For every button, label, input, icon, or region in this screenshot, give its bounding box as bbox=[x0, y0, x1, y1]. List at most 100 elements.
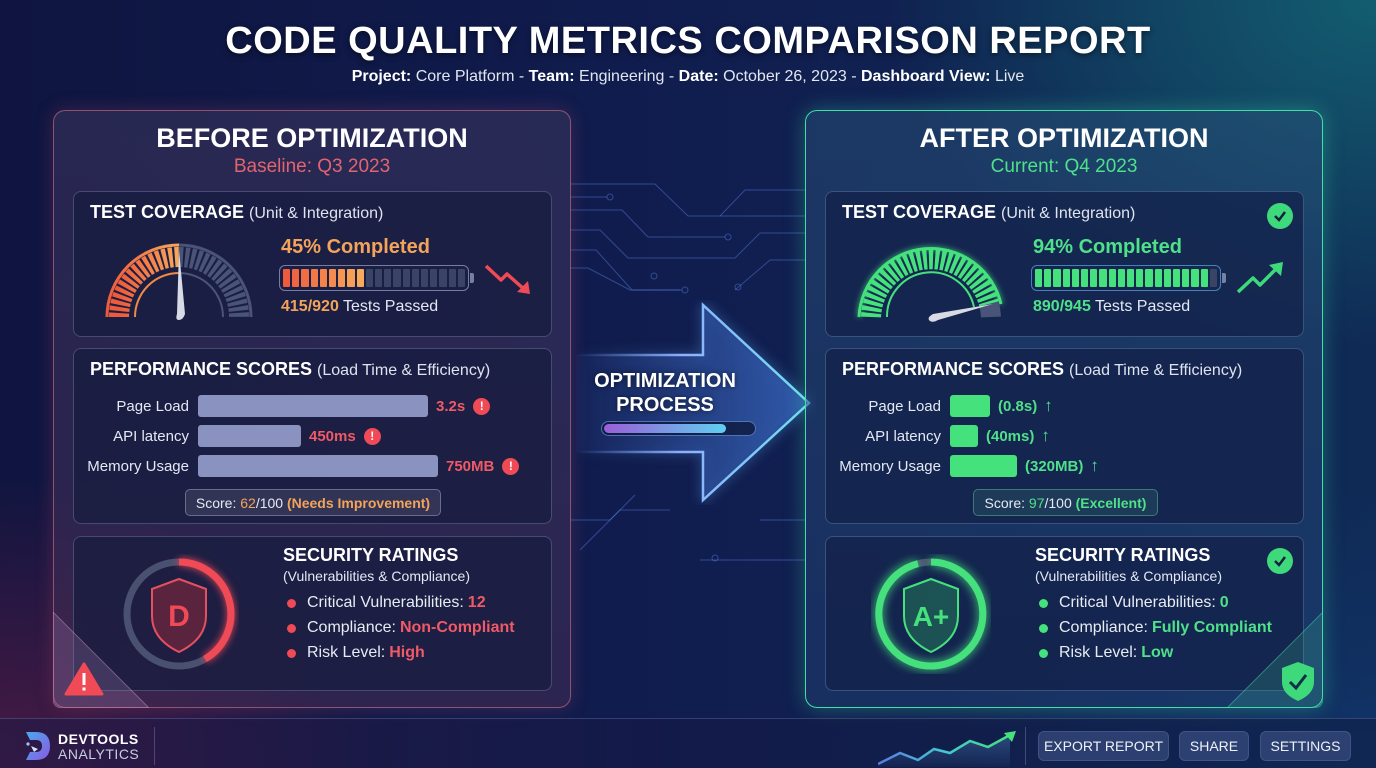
arrow-up-icon: ↑ bbox=[1090, 456, 1099, 475]
alert-icon: ! bbox=[473, 397, 491, 415]
security-subtitle: (Vulnerabilities & Compliance) bbox=[283, 568, 471, 584]
battery-segment bbox=[1071, 269, 1080, 287]
shield-corner bbox=[1227, 612, 1323, 708]
perf-row-api-latency: API latency 450ms ! bbox=[74, 425, 381, 447]
after-security-card: A+ SECURITY RATINGS (Vulnerabilities & C… bbox=[825, 536, 1304, 691]
security-item: Risk Level: High bbox=[287, 644, 425, 662]
tests-passed: 890/945 Tests Passed bbox=[1033, 298, 1191, 315]
report-meta: Project: Core Platform - Team: Engineeri… bbox=[0, 68, 1376, 86]
security-item: Compliance: Non-Compliant bbox=[287, 619, 515, 637]
battery-segment bbox=[1108, 269, 1116, 287]
perf-bar bbox=[950, 455, 1017, 477]
security-subtitle: (Vulnerabilities & Compliance) bbox=[1035, 568, 1223, 584]
perf-label: Page Load bbox=[116, 397, 189, 415]
check-circle-icon bbox=[1267, 548, 1293, 574]
coverage-battery-bar bbox=[279, 265, 474, 291]
coverage-percent: 45% Completed bbox=[281, 236, 430, 258]
after-performance-card: PERFORMANCE SCORES (Load Time & Efficien… bbox=[825, 348, 1304, 524]
arrow-up-icon: ↑ bbox=[1041, 426, 1050, 445]
shield-check-icon bbox=[1282, 662, 1314, 701]
check-circle-icon bbox=[1267, 203, 1293, 229]
before-test-coverage-card: TEST COVERAGE (Unit & Integration) 45% C… bbox=[73, 191, 552, 337]
before-panel-subtitle: Baseline: Q3 2023 bbox=[233, 156, 391, 177]
settings-button[interactable]: SETTINGS bbox=[1260, 731, 1351, 761]
battery-segment bbox=[1182, 269, 1190, 287]
battery-segment bbox=[393, 269, 401, 287]
battery-segment bbox=[448, 269, 456, 287]
perf-value: 750MB bbox=[446, 457, 495, 475]
battery-segment bbox=[319, 269, 328, 287]
battery-segment bbox=[1163, 269, 1172, 287]
battery-segment bbox=[1209, 269, 1218, 287]
shield-icon bbox=[151, 577, 207, 654]
security-item: Critical Vulnerabilities: 0 bbox=[1039, 594, 1229, 612]
battery-segment bbox=[347, 269, 355, 287]
battery-segment bbox=[1200, 269, 1208, 287]
coverage-gauge bbox=[105, 243, 253, 320]
coverage-gauge bbox=[857, 246, 1003, 322]
perf-value: 3.2s bbox=[436, 397, 466, 415]
meta-date-value: October 26, 2023 bbox=[723, 68, 847, 85]
battery-segment bbox=[283, 269, 291, 287]
meta-project-label: Project: bbox=[351, 68, 412, 85]
meta-team-label: Team: bbox=[528, 68, 575, 85]
brand-name: DEVTOOLS bbox=[58, 731, 139, 747]
security-grade-ring: D bbox=[123, 558, 235, 670]
share-button[interactable]: SHARE bbox=[1179, 731, 1249, 761]
card-title: PERFORMANCE SCORES (Load Time & Efficien… bbox=[842, 359, 1243, 379]
meta-team-value: Engineering bbox=[579, 68, 665, 85]
meta-separator: - bbox=[664, 68, 679, 85]
battery-segment bbox=[1044, 269, 1052, 287]
perf-value: (40ms) bbox=[986, 427, 1035, 445]
battery-segment bbox=[1117, 269, 1126, 287]
battery-segment bbox=[411, 269, 420, 287]
security-item: Risk Level: Low bbox=[1039, 644, 1173, 662]
before-panel-title: BEFORE OPTIMIZATION bbox=[156, 123, 468, 153]
perf-bar bbox=[198, 395, 428, 417]
perf-bar bbox=[198, 425, 301, 447]
perf-row-api-latency: API latency (40ms) ↑ bbox=[826, 425, 1050, 447]
security-item: Compliance: Fully Compliant bbox=[1039, 619, 1272, 637]
devtools-logo-icon bbox=[26, 732, 50, 760]
page-title: CODE QUALITY METRICS COMPARISON REPORT bbox=[225, 20, 1151, 62]
before-security-card: D SECURITY RATINGS (Vulnerabilities & Co… bbox=[73, 536, 552, 691]
perf-value: (0.8s) bbox=[998, 397, 1038, 415]
export-report-button[interactable]: EXPORT REPORT bbox=[1038, 731, 1169, 761]
after-panel-subtitle: Current: Q4 2023 bbox=[990, 156, 1138, 177]
battery-segment bbox=[1099, 269, 1107, 287]
perf-value: 450ms bbox=[309, 427, 356, 445]
card-title: PERFORMANCE SCORES (Load Time & Efficien… bbox=[90, 359, 491, 379]
progress-fill bbox=[604, 424, 727, 433]
battery-segment bbox=[402, 269, 410, 287]
alert-icon: ! bbox=[363, 427, 381, 445]
battery-segment bbox=[338, 269, 346, 287]
battery-segment bbox=[1062, 269, 1070, 287]
coverage-battery-bar bbox=[1031, 265, 1226, 291]
trend-up-icon bbox=[1236, 262, 1283, 294]
battery-segment bbox=[1136, 269, 1144, 287]
battery-segment bbox=[1173, 269, 1181, 287]
battery-segment bbox=[356, 269, 364, 287]
battery-segment bbox=[375, 269, 383, 287]
card-title: TEST COVERAGE (Unit & Integration) bbox=[90, 202, 384, 222]
card-title: TEST COVERAGE (Unit & Integration) bbox=[842, 202, 1136, 222]
arrow-up-icon: ↑ bbox=[1044, 396, 1053, 415]
after-test-coverage-card: TEST COVERAGE (Unit & Integration) 94% C… bbox=[825, 191, 1304, 337]
perf-row-page-load: Page Load (0.8s) ↑ bbox=[826, 395, 1053, 417]
battery-segment bbox=[1081, 269, 1089, 287]
after-optimization-panel: AFTER OPTIMIZATION Current: Q4 2023 TEST… bbox=[805, 110, 1323, 708]
after-panel-title: AFTER OPTIMIZATION bbox=[919, 123, 1209, 153]
battery-segment bbox=[310, 269, 318, 287]
brand-subname: ANALYTICS bbox=[58, 746, 140, 762]
perf-label: API latency bbox=[865, 427, 941, 445]
battery-segment bbox=[457, 269, 466, 287]
battery-segment bbox=[1053, 269, 1061, 287]
footer-divider bbox=[154, 727, 155, 765]
battery-segment bbox=[1145, 269, 1153, 287]
battery-segment bbox=[292, 269, 300, 287]
perf-bar bbox=[950, 425, 978, 447]
sparkline-chart-icon bbox=[878, 731, 1016, 767]
score-badge: Score: 62/100 (Needs Improvement) bbox=[185, 489, 441, 516]
security-title: SECURITY RATINGS bbox=[1035, 545, 1211, 565]
perf-label: Memory Usage bbox=[839, 457, 941, 475]
